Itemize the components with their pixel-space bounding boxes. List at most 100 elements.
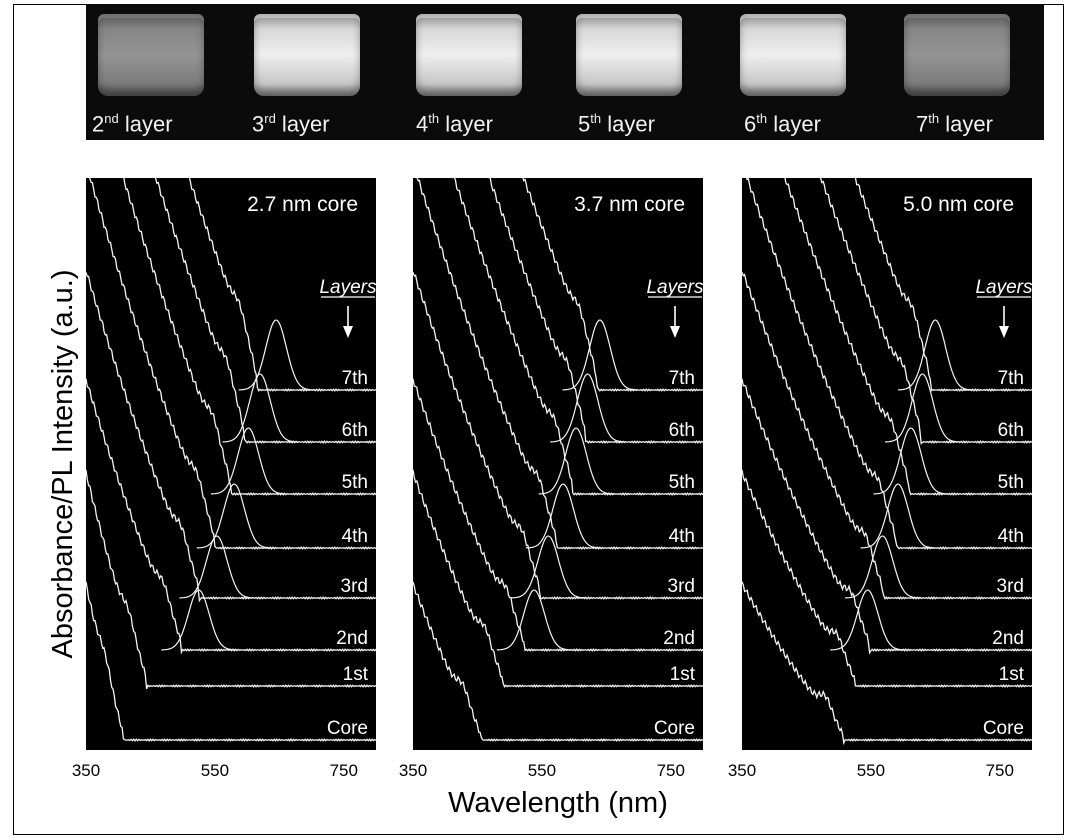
layer-label: Core	[654, 718, 695, 739]
absorbance-curve-core	[86, 581, 376, 742]
layers-arrow-head	[999, 326, 1009, 338]
absorbance-curve-1st	[742, 469, 1032, 688]
vial-label-suffix: nd	[104, 111, 119, 126]
vial-label-suffix: th	[756, 111, 768, 126]
absorbance-curve-6th	[488, 178, 703, 444]
vial-label: 3rd layer	[252, 111, 330, 137]
absorbance-curve-5th	[123, 178, 376, 496]
panel-title: 3.7 nm core	[574, 193, 685, 216]
vial-label-text: layer	[767, 111, 821, 137]
layers-header: Layers	[975, 277, 1033, 298]
vial-label-text: layer	[601, 111, 655, 137]
plot-curves	[86, 178, 376, 742]
layer-label: 4th	[998, 526, 1024, 547]
absorbance-curve-7th	[854, 178, 1032, 392]
absorbance-curve-2nd	[742, 378, 1032, 655]
absorbance-curve-2nd	[413, 378, 703, 652]
layers-arrow-head	[670, 326, 680, 338]
pl-peak-2nd	[830, 589, 905, 651]
plot-area	[413, 178, 703, 750]
x-tick-label: 350	[72, 761, 100, 780]
x-tick-label: 350	[399, 761, 427, 780]
layer-label: 7th	[342, 368, 368, 389]
vial-photo	[98, 14, 204, 96]
absorbance-curve-4th	[416, 178, 703, 550]
absorbance-curve-3rd	[86, 272, 376, 603]
vial-label-text: layer	[275, 111, 330, 137]
vial-label-number: 3	[252, 111, 265, 137]
absorbance-curve-3rd	[413, 272, 703, 600]
vial-label: 7th layer	[916, 111, 993, 137]
x-tick-label: 550	[201, 761, 229, 780]
vial-label: 5th layer	[578, 111, 655, 137]
x-tick-label: 550	[857, 761, 885, 780]
x-tick-label: 750	[330, 761, 358, 780]
pl-peak-5th	[873, 427, 949, 495]
vial-label-number: 5	[578, 111, 591, 137]
vial-photo	[416, 14, 522, 96]
absorbance-curve-7th	[187, 178, 376, 392]
layer-label: 1st	[999, 664, 1025, 685]
absorbance-curve-core	[742, 581, 1032, 746]
layer-label: 2nd	[992, 628, 1024, 649]
layer-label: 2nd	[336, 628, 368, 649]
layer-label: 3rd	[668, 576, 695, 597]
layer-label: 3rd	[341, 576, 368, 597]
absorbance-curve-6th	[154, 178, 376, 444]
x-tick-label: 750	[657, 761, 685, 780]
panel-title: 2.7 nm core	[247, 193, 358, 216]
absorbance-curve-3rd	[742, 272, 1032, 601]
vial-photo	[904, 14, 1010, 96]
pl-peak-7th	[562, 319, 638, 391]
plot-curves	[742, 178, 1032, 746]
layer-label: 5th	[342, 472, 368, 493]
layer-label: 2nd	[663, 628, 695, 649]
pl-peak-4th	[525, 483, 601, 549]
layers-arrow-head	[343, 326, 353, 338]
layer-label: Core	[327, 718, 368, 739]
layers-header: Layers	[646, 277, 704, 298]
layer-label: 1st	[670, 664, 696, 685]
absorbance-curve-core	[413, 581, 703, 742]
pl-peak-6th	[222, 373, 298, 443]
layers-header: Layers	[319, 277, 377, 298]
plot-area	[86, 178, 376, 750]
plot-area	[742, 178, 1032, 750]
vial-label-number: 7	[916, 111, 929, 137]
vial-label-text: layer	[118, 111, 173, 137]
pl-peak-5th	[211, 427, 286, 495]
x-tick-label: 750	[986, 761, 1014, 780]
layer-label: 7th	[998, 368, 1024, 389]
vial-label-text: layer	[439, 111, 493, 137]
vial-label-number: 4	[416, 111, 429, 137]
panel-title: 5.0 nm core	[903, 193, 1014, 216]
pl-peak-4th	[196, 483, 272, 549]
vial-photo	[254, 14, 360, 96]
vial-label-suffix: th	[928, 111, 940, 126]
vial-photo	[576, 14, 682, 96]
absorbance-curve-5th	[784, 178, 1032, 496]
x-tick-label: 350	[728, 761, 756, 780]
pl-peak-6th	[885, 373, 960, 443]
vial-label-suffix: rd	[264, 111, 276, 126]
pl-peak-2nd	[496, 589, 572, 651]
vial-label-suffix: th	[590, 111, 602, 126]
pl-peak-4th	[860, 483, 936, 549]
absorbance-curve-6th	[819, 178, 1032, 445]
layer-label: 6th	[342, 420, 368, 441]
layer-label: 4th	[342, 526, 368, 547]
pl-peak-3rd	[845, 535, 920, 599]
layer-label: 3rd	[997, 576, 1024, 597]
absorbance-curve-4th	[745, 178, 1032, 550]
layer-label: 1st	[343, 664, 369, 685]
layer-label: 4th	[669, 526, 695, 547]
vial-label-number: 2	[92, 111, 105, 137]
pl-peak-5th	[538, 427, 614, 495]
absorbance-curve-7th	[522, 178, 703, 392]
absorbance-curve-5th	[452, 178, 703, 496]
x-axis-title: Wavelength (nm)	[448, 787, 668, 819]
pl-peak-3rd	[179, 535, 255, 599]
layer-label: 5th	[998, 472, 1024, 493]
vial-photo	[740, 14, 846, 96]
